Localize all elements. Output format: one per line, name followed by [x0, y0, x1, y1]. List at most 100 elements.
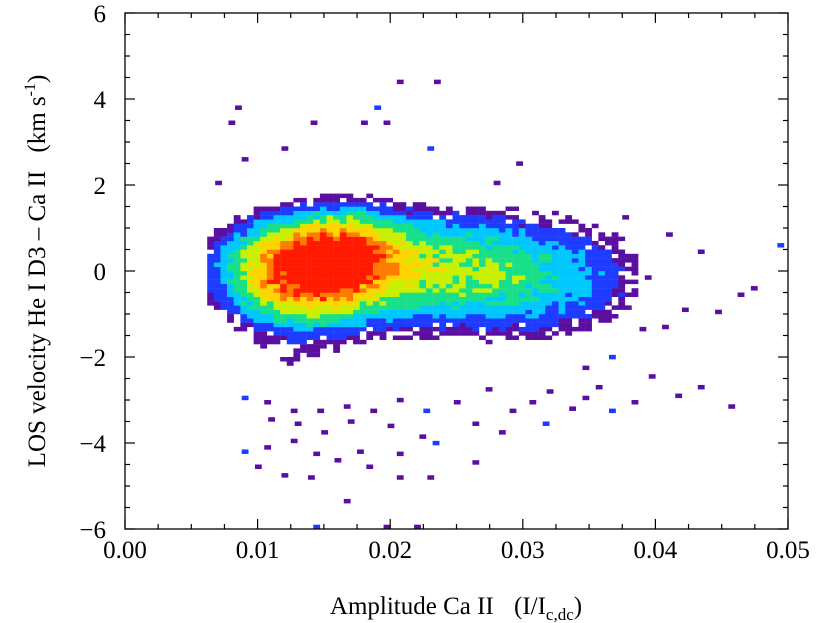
heatmap-cell — [306, 348, 314, 353]
heatmap-cell — [372, 288, 380, 293]
heatmap-cell — [426, 215, 433, 220]
heatmap-cell — [333, 223, 341, 229]
heatmap-cell — [532, 262, 539, 267]
heatmap-cell — [266, 275, 274, 280]
heatmap-cell — [492, 309, 500, 315]
heatmap-cell — [392, 223, 400, 229]
heatmap-cell — [406, 335, 413, 340]
heatmap-cell — [300, 322, 307, 328]
heatmap-cell — [551, 253, 559, 259]
heatmap-cell — [339, 288, 347, 293]
heatmap-cell — [565, 232, 573, 237]
heatmap-cell — [286, 322, 294, 328]
heatmap-cell — [392, 309, 400, 315]
heatmap-cell — [346, 283, 354, 289]
heatmap-cell — [379, 240, 387, 246]
heatmap-cell — [280, 266, 287, 272]
heatmap-cell — [445, 258, 453, 263]
heatmap-cell — [266, 206, 274, 211]
heatmap-cell — [366, 309, 374, 315]
heatmap-cell — [280, 283, 287, 289]
heatmap-cell — [485, 236, 493, 242]
heatmap-cell — [339, 258, 347, 263]
heatmap-cell — [240, 219, 248, 224]
heatmap-cell — [505, 331, 513, 336]
heatmap-cell — [492, 228, 500, 233]
heatmap-cell — [240, 240, 248, 246]
heatmap-outlier-cell — [396, 397, 404, 403]
heatmap-cell — [359, 296, 367, 302]
heatmap-cell — [439, 309, 447, 315]
heatmap-cell — [419, 223, 427, 229]
heatmap-cell — [260, 266, 268, 272]
heatmap-outlier-cell — [546, 389, 554, 394]
heatmap-cell — [359, 202, 367, 207]
heatmap-cell — [386, 275, 394, 280]
heatmap-outlier-cell — [396, 451, 404, 457]
heatmap-cell — [605, 236, 612, 242]
heatmap-cell — [505, 223, 513, 229]
heatmap-cell — [300, 339, 307, 345]
heatmap-cell — [459, 258, 466, 263]
heatmap-cell — [260, 253, 268, 259]
heatmap-cell — [505, 279, 513, 285]
heatmap-cell — [618, 279, 626, 285]
heatmap-cell — [233, 271, 241, 276]
heatmap-cell — [585, 318, 592, 323]
heatmap-cell — [585, 314, 592, 319]
heatmap-cell — [419, 249, 427, 254]
heatmap-cell — [372, 314, 380, 319]
y-axis-title: LOS velocity He I D3 – Ca II (km s-1) — [22, 75, 51, 468]
heatmap-cell — [452, 283, 460, 289]
heatmap-cell — [379, 215, 387, 220]
heatmap-cell — [426, 232, 433, 237]
heatmap-cell — [518, 249, 526, 254]
heatmap-cell — [406, 236, 413, 242]
heatmap-cell — [319, 322, 327, 328]
heatmap-cell — [498, 236, 506, 242]
heatmap-cell — [260, 219, 268, 224]
heatmap-cell — [452, 296, 460, 302]
heatmap-cell — [472, 283, 480, 289]
heatmap-cell — [571, 305, 579, 310]
heatmap-cell — [392, 210, 400, 216]
heatmap-cell — [253, 223, 261, 229]
heatmap-cell — [479, 335, 486, 340]
heatmap-cell — [233, 240, 241, 246]
heatmap-cell — [571, 253, 579, 259]
heatmap-cell — [498, 318, 506, 323]
heatmap-cell — [459, 240, 466, 246]
heatmap-cell — [439, 215, 447, 220]
heatmap-cell — [260, 249, 268, 254]
heatmap-cell — [240, 314, 248, 319]
heatmap-cell — [240, 283, 248, 289]
heatmap-cell — [492, 288, 500, 293]
heatmap-cell — [498, 253, 506, 259]
heatmap-cell — [426, 326, 433, 332]
x-axis-unit-sub: c,dc — [546, 605, 574, 623]
heatmap-cell — [585, 253, 592, 259]
heatmap-cell — [359, 253, 367, 259]
heatmap-cell — [253, 232, 261, 237]
heatmap-cell — [426, 296, 433, 302]
heatmap-cell — [319, 326, 327, 332]
heatmap-cell — [512, 305, 520, 310]
heatmap-cell — [565, 219, 573, 224]
heatmap-cell — [300, 245, 307, 250]
heatmap-cell — [246, 253, 254, 259]
heatmap-cell — [465, 288, 473, 293]
heatmap-cell — [558, 240, 566, 246]
heatmap-cell — [472, 288, 480, 293]
heatmap-outlier-cell — [321, 430, 329, 435]
heatmap-cell — [538, 335, 546, 340]
heatmap-cell — [346, 223, 354, 229]
heatmap-cell — [293, 296, 301, 302]
heatmap-cell — [233, 232, 241, 237]
heatmap-cell — [333, 249, 341, 254]
heatmap-cell — [445, 232, 453, 237]
heatmap-cell — [339, 326, 347, 332]
heatmap-outlier-cell — [666, 232, 673, 237]
heatmap-cell — [379, 326, 387, 332]
heatmap-cell — [578, 249, 586, 254]
heatmap-cell — [479, 305, 486, 310]
